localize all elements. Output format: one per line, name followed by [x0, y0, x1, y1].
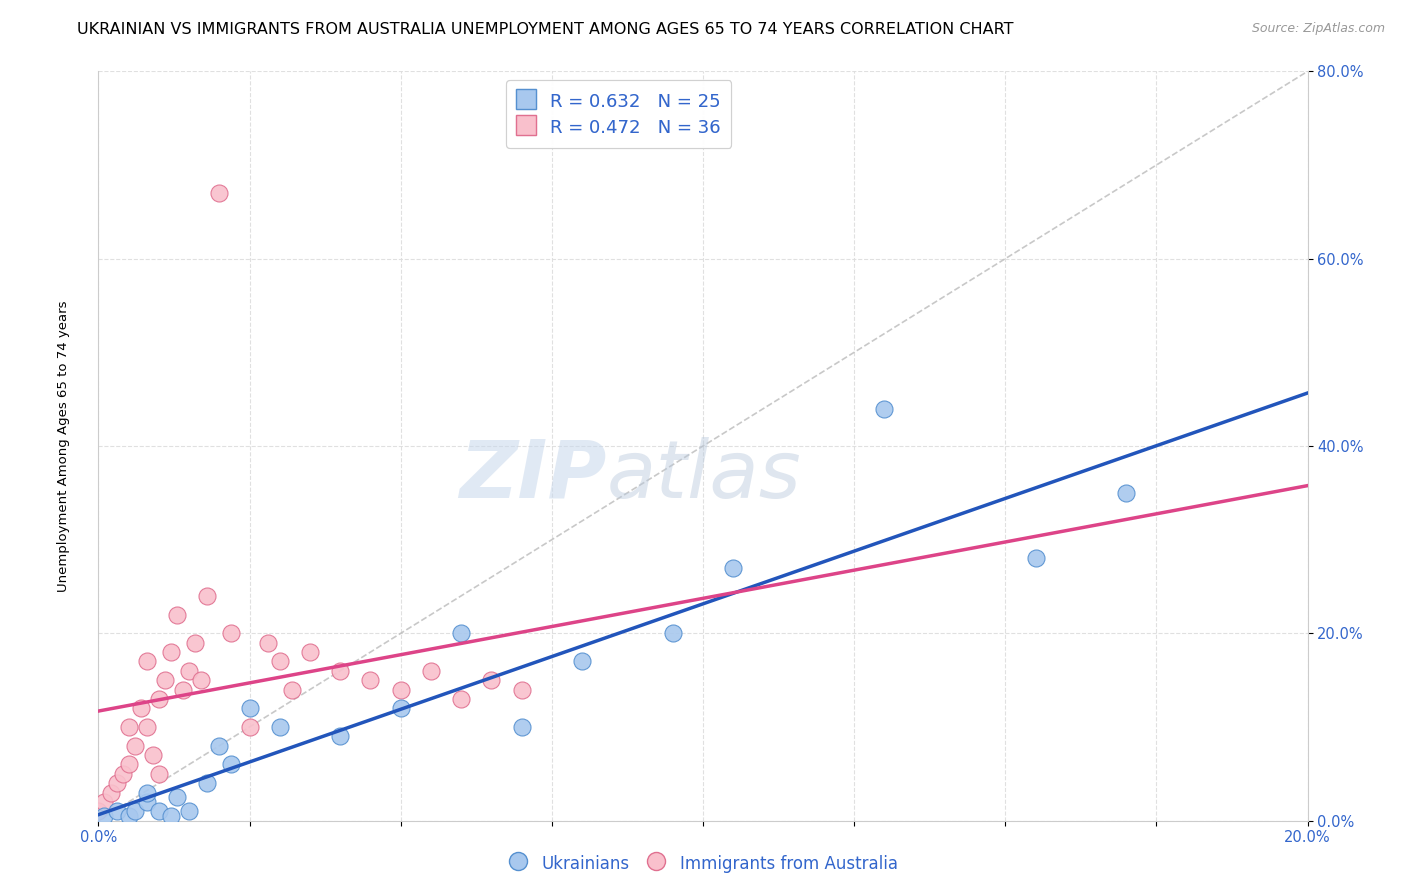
Point: [142, 747, 165, 762]
Point: [160, 809, 183, 823]
Point: [481, 673, 503, 688]
Text: Source: ZipAtlas.com: Source: ZipAtlas.com: [1251, 22, 1385, 36]
Text: atlas: atlas: [606, 437, 801, 515]
Legend: R = 0.632   N = 25, R = 0.472   N = 36: R = 0.632 N = 25, R = 0.472 N = 36: [506, 80, 731, 148]
Point: [179, 805, 201, 819]
Point: [105, 776, 128, 790]
Point: [221, 626, 243, 640]
Point: [135, 655, 157, 669]
Text: Unemployment Among Ages 65 to 74 years: Unemployment Among Ages 65 to 74 years: [56, 301, 70, 591]
Point: [148, 692, 170, 706]
Point: [329, 664, 352, 678]
Point: [184, 635, 207, 649]
Point: [571, 655, 593, 669]
Point: [195, 589, 218, 603]
Point: [269, 720, 291, 734]
Point: [105, 805, 128, 819]
Point: [135, 795, 157, 809]
Point: [166, 790, 188, 805]
Point: [166, 607, 188, 622]
Point: [111, 767, 134, 781]
Point: [208, 186, 231, 201]
Point: [148, 805, 170, 819]
Point: [124, 805, 146, 819]
Point: [153, 673, 176, 688]
Point: [510, 682, 533, 697]
Point: [873, 401, 896, 416]
Point: [124, 739, 146, 753]
Point: [450, 626, 472, 640]
Point: [118, 720, 141, 734]
Point: [148, 767, 170, 781]
Point: [450, 692, 472, 706]
Point: [281, 682, 304, 697]
Point: [299, 645, 322, 659]
Point: [208, 739, 231, 753]
Point: [723, 561, 745, 575]
Point: [329, 730, 352, 744]
Point: [135, 786, 157, 800]
Point: [100, 786, 122, 800]
Point: [360, 673, 382, 688]
Point: [190, 673, 212, 688]
Point: [420, 664, 443, 678]
Point: [1024, 551, 1046, 566]
Point: [118, 757, 141, 772]
Point: [256, 635, 278, 649]
Point: [118, 809, 141, 823]
Text: ZIP: ZIP: [458, 437, 606, 515]
Point: [87, 805, 110, 819]
Text: UKRAINIAN VS IMMIGRANTS FROM AUSTRALIA UNEMPLOYMENT AMONG AGES 65 TO 74 YEARS CO: UKRAINIAN VS IMMIGRANTS FROM AUSTRALIA U…: [77, 22, 1014, 37]
Point: [239, 720, 262, 734]
Point: [160, 645, 183, 659]
Point: [135, 720, 157, 734]
Point: [389, 701, 412, 715]
Point: [661, 626, 683, 640]
Point: [269, 655, 291, 669]
Point: [221, 757, 243, 772]
Point: [93, 809, 115, 823]
Point: [239, 701, 262, 715]
Point: [172, 682, 194, 697]
Point: [179, 664, 201, 678]
Point: [510, 720, 533, 734]
Point: [195, 776, 218, 790]
Point: [1115, 486, 1137, 500]
Point: [389, 682, 412, 697]
Legend: Ukrainians, Immigrants from Australia: Ukrainians, Immigrants from Australia: [502, 847, 904, 880]
Point: [129, 701, 152, 715]
Point: [93, 795, 115, 809]
